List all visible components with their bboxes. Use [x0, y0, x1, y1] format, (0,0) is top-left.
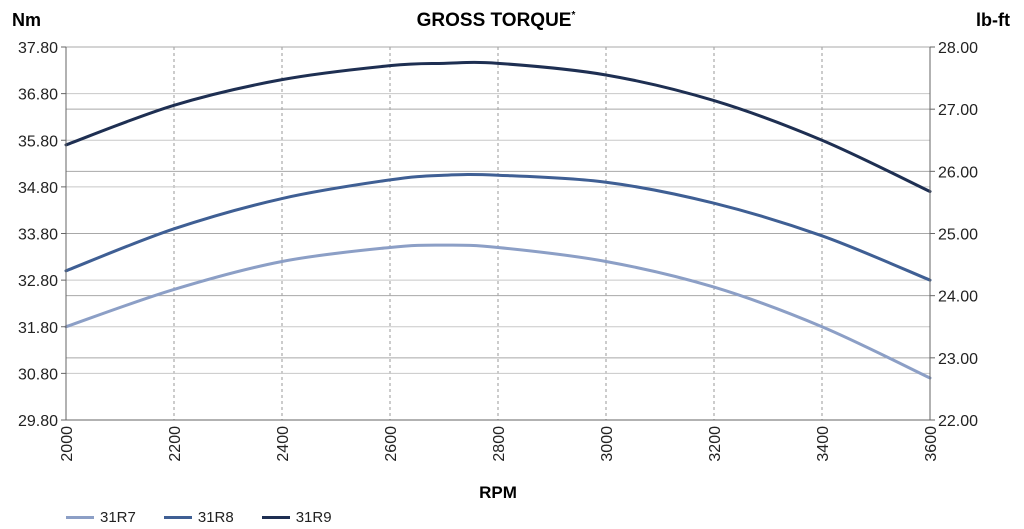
- y-left-tick-label: 37.80: [18, 40, 58, 57]
- y-right-tick-label: 25.00: [938, 227, 978, 244]
- x-tick-label: 3400: [815, 426, 832, 462]
- y-left-tick-label: 31.80: [18, 320, 58, 337]
- legend-item-31r9: 31R9: [261, 509, 332, 526]
- chart-title-mark: *: [571, 10, 575, 21]
- legend-swatch: [261, 516, 290, 519]
- y-left-tick-label: 35.80: [18, 133, 58, 150]
- x-axis-label: RPM: [479, 483, 517, 502]
- right-axis-unit: lb-ft: [976, 10, 1010, 30]
- y-left-tick-label: 30.80: [18, 366, 58, 383]
- legend-swatch: [66, 516, 94, 519]
- legend-swatch: [163, 516, 192, 519]
- right-tick-labels: 22.00 23.00 24.00 25.00 26.00 27.00 28.00: [930, 40, 978, 430]
- x-tick-label: 2200: [167, 426, 184, 462]
- y-right-tick-label: 28.00: [938, 40, 978, 57]
- left-axis-unit: Nm: [12, 10, 41, 30]
- x-tick-label: 3600: [923, 426, 940, 462]
- legend-label: 31R8: [197, 509, 234, 526]
- y-right-tick-label: 26.00: [938, 164, 978, 181]
- y-right-tick-label: 22.00: [938, 413, 978, 430]
- series-line-31r9: [64, 60, 932, 194]
- series-line-31r7: [64, 243, 932, 380]
- x-tick-label: 2800: [491, 426, 508, 462]
- y-right-tick-label: 27.00: [938, 102, 978, 119]
- legend-item-31r7: 31R7: [66, 509, 136, 526]
- legend-label: 31R7: [100, 509, 136, 526]
- x-tick-label: 3000: [599, 426, 616, 462]
- y-left-tick-label: 34.80: [18, 180, 58, 197]
- y-right-tick-label: 24.00: [938, 289, 978, 306]
- x-tick-label: 3200: [707, 426, 724, 462]
- series-lines: [64, 60, 932, 380]
- left-tick-labels: 29.80 30.80 31.80 32.80 33.80 34.80 35.80 36.80…: [18, 40, 66, 430]
- chart-title-text: GROSS TORQUE: [417, 10, 572, 31]
- legend: 31R7 31R8 31R9: [66, 509, 332, 526]
- x-tick-label: 2600: [383, 426, 400, 462]
- legend-label: 31R9: [295, 509, 332, 526]
- y-left-tick-label: 36.80: [18, 87, 58, 104]
- series-line-31r8: [64, 172, 932, 282]
- y-left-tick-label: 33.80: [18, 227, 58, 244]
- x-tick-label: 2000: [59, 426, 76, 462]
- x-tick-label: 2400: [275, 426, 292, 462]
- y-left-tick-label: 32.80: [18, 273, 58, 290]
- y-left-tick-label: 29.80: [18, 413, 58, 430]
- y-right-tick-label: 23.00: [938, 351, 978, 368]
- legend-item-31r8: 31R8: [163, 509, 234, 526]
- chart-title: GROSS TORQUE*: [417, 10, 576, 31]
- x-tick-labels: 2000 2200 2400 2600 2800 3000 3200 3400 3600: [59, 426, 940, 462]
